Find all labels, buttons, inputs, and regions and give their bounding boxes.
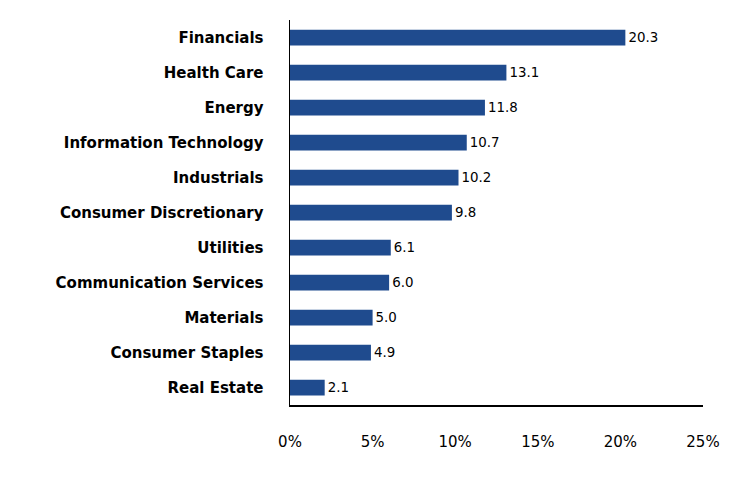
svg-text:6.0: 6.0: [392, 275, 413, 290]
svg-text:Information Technology: Information Technology: [64, 134, 264, 152]
svg-text:Materials: Materials: [184, 309, 263, 327]
svg-text:Industrials: Industrials: [173, 169, 264, 187]
svg-text:Consumer Discretionary: Consumer Discretionary: [60, 204, 264, 222]
svg-text:13.1: 13.1: [509, 65, 539, 80]
svg-text:Consumer Staples: Consumer Staples: [110, 344, 263, 362]
svg-text:Real Estate: Real Estate: [167, 379, 263, 397]
svg-text:9.8: 9.8: [455, 205, 476, 220]
svg-text:Financials: Financials: [178, 29, 263, 47]
svg-text:10%: 10%: [439, 433, 472, 451]
svg-text:10.7: 10.7: [470, 135, 500, 150]
svg-text:10.2: 10.2: [462, 170, 492, 185]
svg-text:5.0: 5.0: [376, 310, 397, 325]
svg-text:11.8: 11.8: [488, 100, 518, 115]
svg-text:20%: 20%: [604, 433, 637, 451]
svg-text:2.1: 2.1: [328, 380, 349, 395]
svg-text:15%: 15%: [521, 433, 554, 451]
svg-text:Communication Services: Communication Services: [56, 274, 264, 292]
svg-text:0%: 0%: [278, 433, 302, 451]
svg-text:5%: 5%: [361, 433, 385, 451]
svg-text:Health Care: Health Care: [164, 64, 264, 82]
svg-text:6.1: 6.1: [394, 240, 415, 255]
svg-text:Utilities: Utilities: [197, 239, 263, 257]
svg-text:Energy: Energy: [204, 99, 263, 117]
svg-text:20.3: 20.3: [628, 30, 658, 45]
svg-text:25%: 25%: [686, 433, 719, 451]
svg-text:4.9: 4.9: [374, 345, 395, 360]
